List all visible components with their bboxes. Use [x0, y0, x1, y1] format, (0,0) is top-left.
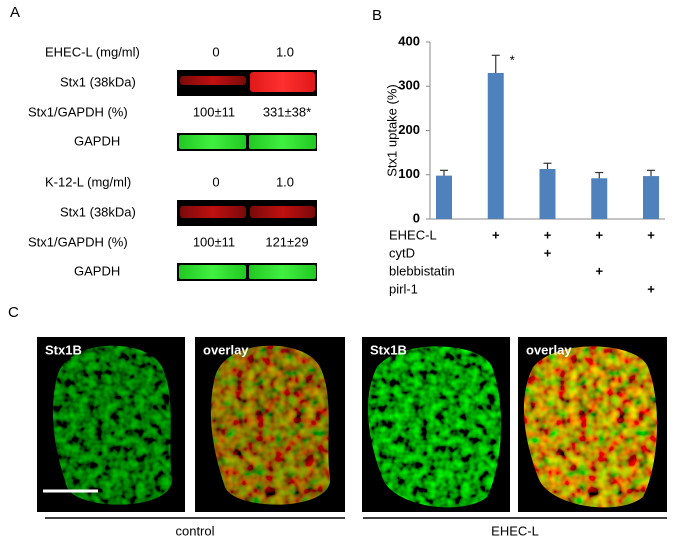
treatment-mark: + [647, 227, 655, 242]
treatment-mark: + [595, 263, 603, 278]
band [179, 135, 246, 149]
image-label: Stx1B [370, 342, 407, 357]
tissue [52, 345, 173, 505]
micrograph: Stx1B [362, 337, 510, 512]
band [250, 72, 315, 92]
treatment-mark: + [647, 281, 655, 296]
band [249, 265, 316, 279]
y-tick-label: 0 [413, 210, 420, 225]
y-tick-label: 400 [398, 33, 420, 48]
error-bar [440, 169, 448, 176]
treatment-label: pirl-1 [389, 281, 418, 296]
band-label: Stx1 (38kDa) [60, 74, 136, 89]
band [179, 265, 246, 279]
ratio-label: Stx1/GAPDH (%) [28, 234, 128, 249]
ratio-label: Stx1/GAPDH (%) [28, 104, 128, 119]
y-tick-label: 100 [398, 166, 420, 181]
annotation: * [510, 53, 515, 68]
panel-label: C [8, 304, 19, 321]
image-label: overlay [203, 342, 249, 357]
bar [643, 176, 659, 219]
y-tick-label: 300 [398, 78, 420, 93]
error-bar [491, 54, 500, 73]
treatment-mark: + [544, 245, 552, 260]
tissue [210, 345, 331, 505]
panel-label: B [372, 7, 382, 24]
error-bar [543, 162, 552, 169]
dose-label: 1.0 [276, 44, 294, 59]
treatment-mark: + [544, 227, 552, 242]
dose-label: 1.0 [276, 174, 294, 189]
band [250, 206, 315, 218]
ratio-value: 331±38* [263, 104, 311, 119]
treatment-label: blebbistatin [389, 263, 455, 278]
micrograph: overlay [518, 337, 667, 512]
error-bar [647, 169, 655, 177]
micrograph: Stx1B [37, 337, 185, 512]
panel-c: Stx1B overlay Stx1B overlay control EHEC-L [37, 337, 667, 538]
panel-b: 0 100 200 300 400 Stx1 uptake (%) * EHEC-L + + + + c… [384, 33, 665, 296]
bar [436, 175, 452, 219]
group-label: EHEC-L [491, 523, 539, 538]
y-axis-title: Stx1 uptake (%) [384, 84, 399, 177]
control-label: GAPDH [74, 263, 120, 278]
panel-a: EHEC-L (mg/ml) 0 1.0 Stx1 (38kDa) Stx1/GAPDH… [28, 44, 317, 281]
band-label: Stx1 (38kDa) [60, 204, 136, 219]
ratio-value: 100±11 [193, 104, 235, 119]
control-label: GAPDH [74, 133, 120, 148]
image-label: overlay [526, 342, 572, 357]
group-label: control [175, 523, 214, 538]
ratio-value: 121±29 [265, 234, 308, 249]
panel-label: A [10, 4, 20, 21]
tissue [523, 346, 658, 508]
tissue [367, 346, 502, 508]
bar [539, 168, 556, 219]
treatment-label: EHEC-L [389, 227, 437, 242]
image-label: Stx1B [45, 342, 82, 357]
treatment-label: K-12-L (mg/ml) [45, 174, 131, 189]
treatment-mark: + [492, 227, 500, 242]
treatment-mark: + [595, 227, 603, 242]
micrograph: overlay [195, 337, 345, 512]
band [180, 76, 246, 85]
error-bar [595, 171, 604, 179]
band [180, 206, 246, 218]
band [249, 135, 316, 149]
y-tick-label: 200 [398, 122, 420, 137]
bar [591, 178, 608, 219]
ratio-value: 100±11 [193, 234, 235, 249]
dose-label: 0 [212, 44, 219, 59]
bar [487, 72, 504, 219]
treatment-label: cytD [389, 245, 415, 260]
treatment-label: EHEC-L (mg/ml) [45, 44, 140, 59]
dose-label: 0 [212, 174, 219, 189]
